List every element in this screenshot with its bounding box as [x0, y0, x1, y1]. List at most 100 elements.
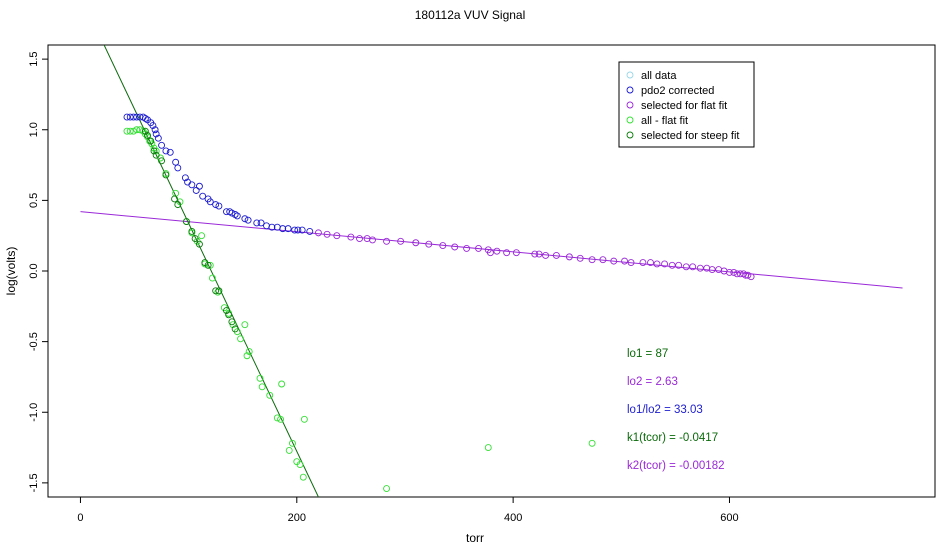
legend-marker: [626, 116, 634, 124]
data-point: [195, 240, 203, 248]
data-point: [627, 259, 635, 266]
data-point: [171, 195, 179, 203]
fit-annotation: lo2 = 2.63: [627, 376, 678, 388]
data-point: [747, 273, 755, 281]
data-point: [158, 157, 166, 165]
data-point: [141, 114, 149, 122]
data-point: [726, 268, 733, 276]
fit-annotation: lo1/lo2 = 33.03: [627, 404, 703, 416]
data-point: [123, 113, 131, 121]
data-point: [162, 171, 170, 179]
data-point: [199, 192, 207, 200]
y-tick-label: -1.5: [28, 473, 40, 492]
data-point: [383, 237, 391, 245]
data-point: [484, 444, 492, 452]
data-point: [639, 259, 647, 266]
data-point: [152, 151, 160, 159]
data-point: [152, 147, 160, 155]
data-point: [133, 126, 141, 134]
data-point: [542, 252, 550, 259]
legend-marker: [626, 131, 634, 139]
data-point: [154, 134, 162, 142]
data-point: [333, 232, 341, 240]
data-point: [284, 225, 292, 233]
data-point: [463, 244, 471, 252]
data-point: [192, 187, 200, 194]
data-point: [369, 236, 376, 244]
chart-title: 180112a VUV Signal: [415, 8, 526, 22]
data-point: [268, 223, 276, 231]
data-point: [653, 260, 661, 268]
y-tick-label: 0.0: [28, 263, 40, 278]
data-point: [279, 225, 287, 233]
legend-label: all data: [641, 70, 677, 82]
data-point: [299, 473, 307, 481]
fit-annotations: lo1 = 87 lo2 = 2.63 lo1/lo2 = 33.03 k1(tcor…: [627, 348, 724, 472]
data-point: [314, 229, 322, 237]
data-point: [356, 235, 363, 242]
x-tick-label: 200: [288, 512, 306, 524]
data-point: [245, 348, 253, 355]
data-point: [208, 274, 216, 282]
data-point: [133, 113, 141, 121]
data-point: [212, 201, 220, 209]
data-point: [130, 113, 137, 121]
data-point: [531, 250, 539, 258]
data-point: [475, 244, 482, 252]
fit-line: [103, 45, 319, 497]
y-tick-label: -0.5: [28, 332, 40, 351]
data-point: [696, 264, 704, 272]
data-point: [214, 288, 222, 296]
data-point: [130, 127, 137, 135]
data-point: [244, 216, 252, 224]
plot-frame: [47, 44, 936, 498]
data-point: [347, 233, 355, 241]
legend-box: [618, 61, 755, 148]
legend-label: pdo2 corrected: [641, 85, 714, 97]
data-point: [289, 439, 296, 447]
data-point: [231, 325, 239, 333]
data-point: [298, 226, 306, 234]
y-tick-label: 1.5: [28, 51, 40, 66]
data-point: [733, 270, 741, 278]
legend-marker: [626, 86, 634, 94]
data-point: [535, 250, 543, 258]
data-point: [158, 141, 166, 149]
fit-annotation: k1(tcor) = -0.0417: [627, 432, 718, 444]
data-point: [689, 263, 697, 271]
y-tick-label: 0.5: [28, 193, 40, 208]
data-point: [412, 239, 420, 247]
data-point: [486, 249, 494, 257]
data-point: [223, 307, 230, 314]
data-point: [647, 259, 654, 266]
data-point: [258, 383, 266, 391]
data-point: [425, 240, 433, 248]
data-point: [162, 147, 170, 155]
data-point: [675, 261, 683, 269]
data-point: [253, 219, 261, 227]
data-point: [266, 391, 274, 399]
data-point: [231, 211, 239, 218]
data-point: [708, 266, 716, 274]
legend: all data pdo2 corrected selected for flat …: [618, 61, 755, 148]
y-tick-label: -1.0: [28, 403, 40, 422]
data-point: [744, 271, 752, 279]
series-flat: [314, 229, 755, 281]
data-point: [228, 209, 236, 217]
data-point: [141, 127, 149, 135]
data-point: [512, 249, 520, 257]
y-axis: -1.5 -1.0 -0.5 0.0 0.5 1.0 1.5: [28, 51, 48, 492]
data-point: [397, 237, 405, 245]
data-point: [296, 461, 304, 468]
data-point: [552, 252, 560, 259]
data-point: [149, 122, 157, 129]
data-point: [503, 249, 511, 257]
series-steep: [141, 127, 239, 333]
data-point: [206, 261, 214, 269]
data-point: [147, 137, 155, 145]
data-point: [174, 164, 182, 172]
data-point: [256, 374, 264, 382]
data-point: [195, 182, 203, 190]
data-point: [174, 201, 182, 209]
data-point: [291, 226, 299, 234]
